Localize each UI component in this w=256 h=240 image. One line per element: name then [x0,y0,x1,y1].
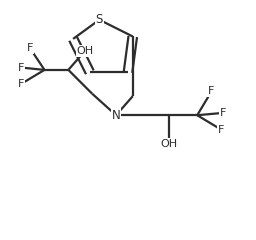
Text: F: F [220,108,227,118]
Text: F: F [17,62,24,72]
Text: N: N [112,109,120,122]
Text: OH: OH [77,46,94,56]
Text: F: F [17,79,24,89]
Text: F: F [27,43,33,54]
Text: F: F [218,125,224,135]
Text: S: S [96,13,103,26]
Text: F: F [208,86,215,96]
Text: OH: OH [160,139,177,149]
